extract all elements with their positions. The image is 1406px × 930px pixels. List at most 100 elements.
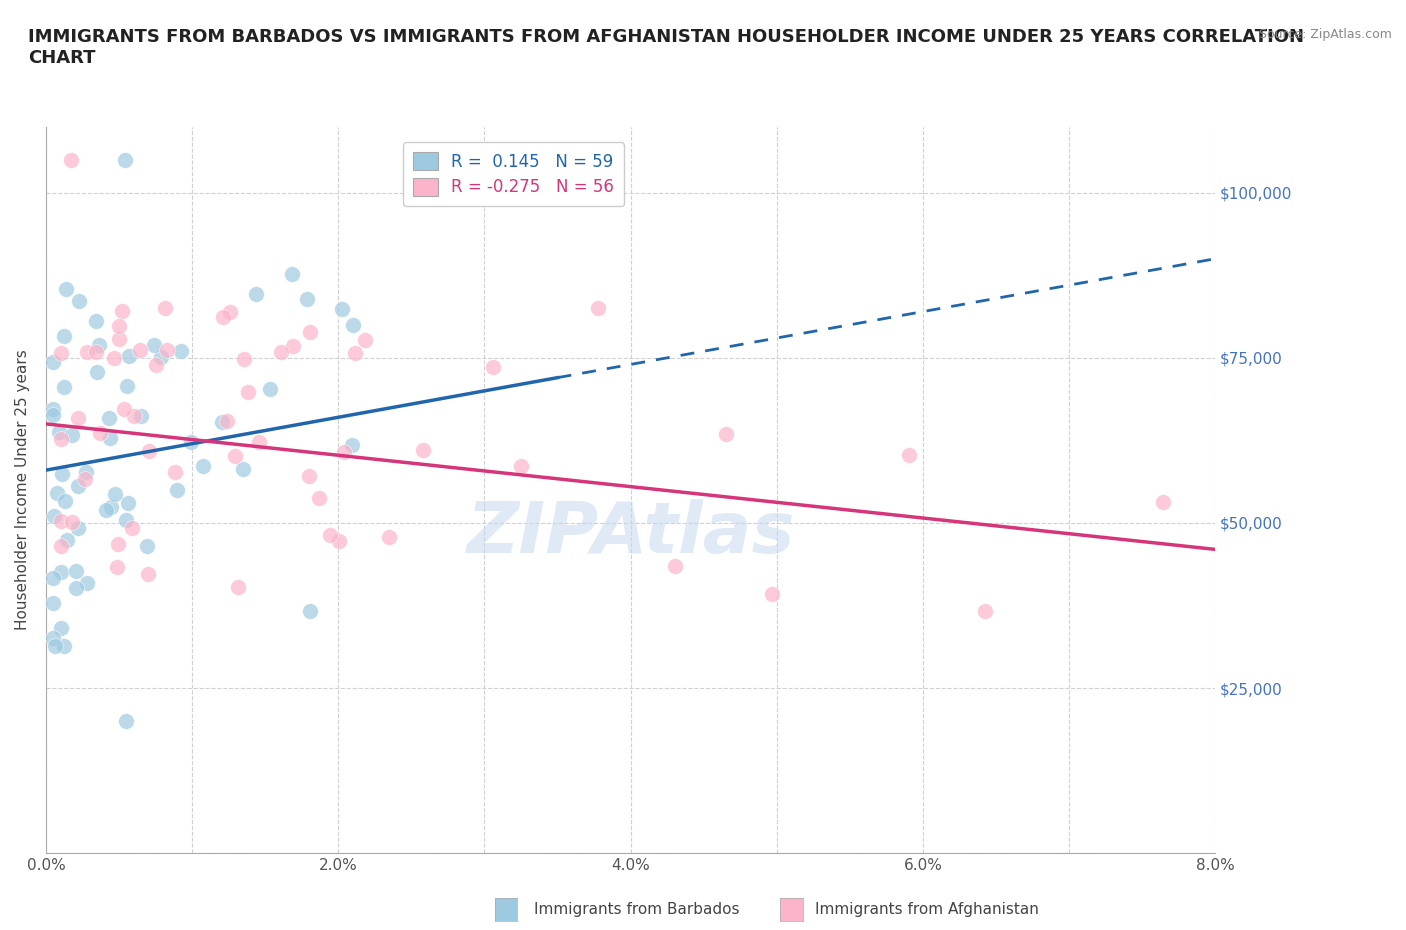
Point (245, 286, 267, 301)
Point (247, 434, 270, 449)
Point (107, 537, 129, 551)
Point (298, 604, 321, 618)
Point (49, 345, 72, 360)
Point (76, 576, 98, 591)
Point (75, 464, 97, 479)
Point (330, 302, 353, 317)
Point (138, 444, 160, 458)
Point (42, 402, 65, 417)
Point (42, 630, 65, 644)
Point (115, 713, 138, 728)
Point (42, 596, 65, 611)
Point (52, 639, 75, 654)
Point (98, 431, 121, 445)
Point (191, 459, 214, 474)
Point (67, 294, 90, 309)
Point (49, 432, 72, 446)
Point (333, 445, 356, 459)
Point (236, 385, 259, 400)
Point (86, 365, 108, 380)
Point (115, 379, 138, 393)
Point (53, 494, 76, 509)
Point (55, 282, 77, 297)
Point (51, 467, 73, 482)
Point (42, 571, 65, 586)
Point (270, 345, 292, 360)
Point (716, 427, 738, 442)
Point (66, 411, 89, 426)
Point (664, 558, 686, 573)
Point (180, 434, 202, 449)
Point (156, 342, 179, 357)
Point (56, 533, 79, 548)
Point (218, 305, 240, 320)
Point (104, 487, 127, 502)
Point (343, 346, 366, 361)
Point (118, 349, 141, 364)
Point (1152, 494, 1174, 509)
Point (98, 411, 121, 426)
Point (76, 344, 98, 359)
Point (136, 538, 159, 553)
Point (111, 304, 134, 319)
Point (42, 407, 65, 422)
Point (283, 339, 305, 354)
Point (145, 358, 167, 373)
Point (354, 333, 377, 348)
Point (121, 520, 143, 535)
Point (60, 428, 83, 443)
Point (129, 342, 152, 357)
Point (153, 300, 176, 315)
Point (73, 472, 96, 486)
Point (342, 438, 364, 453)
Point (224, 449, 246, 464)
Point (52, 328, 75, 343)
Point (211, 415, 233, 430)
Point (973, 604, 995, 618)
Text: Immigrants from Afghanistan: Immigrants from Afghanistan (815, 902, 1039, 917)
Point (117, 496, 139, 511)
Point (898, 448, 921, 463)
Point (298, 469, 321, 484)
Text: ZIPAtlas: ZIPAtlas (467, 499, 794, 568)
Point (586, 301, 609, 316)
Point (299, 325, 322, 339)
Point (42, 509, 65, 524)
Point (377, 530, 399, 545)
Point (170, 344, 193, 359)
Text: Immigrants from Barbados: Immigrants from Barbados (534, 902, 740, 917)
Point (59, 153, 82, 167)
Point (295, 292, 318, 307)
Point (49, 565, 72, 579)
Point (52, 379, 75, 394)
Point (86, 345, 108, 360)
Y-axis label: Householder Income Under 25 years: Householder Income Under 25 years (15, 350, 30, 631)
Point (100, 499, 122, 514)
Point (136, 566, 159, 581)
Point (142, 338, 165, 352)
Point (65, 564, 87, 578)
Point (228, 579, 250, 594)
Point (42, 355, 65, 370)
Point (259, 381, 281, 396)
Point (49, 538, 72, 553)
Point (103, 351, 125, 365)
Point (412, 443, 434, 458)
Point (89, 338, 111, 352)
Point (66, 521, 89, 536)
Point (761, 586, 783, 601)
Point (115, 512, 138, 527)
Point (114, 402, 136, 417)
Point (44, 639, 66, 654)
Point (319, 527, 342, 542)
Point (212, 310, 235, 325)
Point (233, 352, 256, 366)
Point (509, 458, 531, 473)
Point (482, 360, 505, 375)
Point (48, 425, 70, 440)
Point (108, 319, 131, 334)
Point (129, 408, 152, 423)
Text: IMMIGRANTS FROM BARBADOS VS IMMIGRANTS FROM AFGHANISTAN HOUSEHOLDER INCOME UNDER: IMMIGRANTS FROM BARBADOS VS IMMIGRANTS F… (28, 28, 1305, 67)
Point (150, 350, 173, 365)
Point (232, 461, 254, 476)
